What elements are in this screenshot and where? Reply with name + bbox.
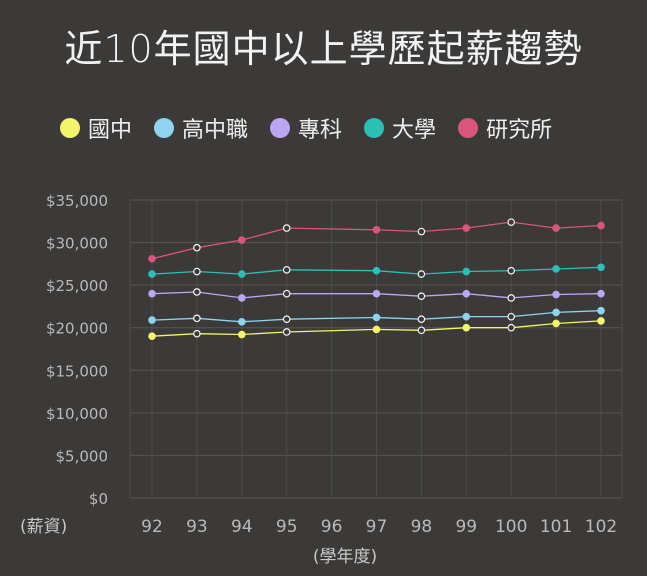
data-point (507, 323, 516, 332)
x-axis-label: (學年度) (313, 547, 377, 567)
x-tick-label: 96 (321, 517, 343, 537)
data-point (238, 236, 246, 244)
legend-swatch (364, 118, 385, 138)
data-point (238, 294, 246, 302)
x-tick-label: 102 (585, 517, 617, 537)
data-point (372, 289, 381, 298)
y-tick-label: $15,000 (46, 362, 108, 380)
data-point (193, 329, 201, 338)
legend-swatch (270, 118, 291, 138)
x-tick-label: 94 (231, 517, 253, 537)
legend-swatch (60, 118, 80, 138)
series-line (151, 320, 602, 337)
legend-label: 大學 (392, 118, 437, 143)
data-point (148, 270, 156, 278)
x-tick-label: 101 (540, 517, 572, 537)
data-point (597, 221, 605, 230)
data-point (507, 294, 516, 302)
data-point (552, 290, 560, 299)
chart-title: 近10年國中以上學歷起薪趨勢 (64, 27, 583, 71)
data-point (507, 218, 516, 226)
legend-swatch (458, 118, 479, 138)
data-point (507, 266, 516, 275)
series-line (151, 221, 602, 260)
data-point (507, 312, 516, 321)
y-tick-label: $35,000 (46, 192, 108, 210)
data-point (238, 270, 246, 278)
x-tick-label: 95 (276, 517, 298, 537)
y-tick-label: $10,000 (46, 405, 108, 423)
data-point (282, 266, 291, 274)
data-point (282, 315, 291, 324)
series-line (151, 266, 602, 275)
data-point (282, 224, 291, 232)
data-point (238, 330, 246, 339)
data-point (282, 289, 291, 298)
data-point (148, 254, 156, 263)
legend-item: 高中職 (154, 112, 248, 144)
data-point (462, 267, 471, 276)
data-point (462, 323, 471, 332)
data-point (417, 292, 426, 301)
data-point (552, 308, 560, 317)
legend-label: 國中 (88, 118, 133, 143)
data-point (238, 317, 246, 326)
data-point (552, 319, 560, 328)
data-point (597, 306, 605, 315)
data-point (193, 314, 201, 323)
series-line (151, 310, 602, 323)
x-tick-label: 99 (455, 517, 477, 537)
data-point (372, 313, 381, 322)
legend-item: 大學 (364, 112, 436, 144)
data-point (462, 224, 471, 232)
data-point (372, 325, 381, 334)
x-tick-label: 93 (186, 517, 208, 537)
y-tick-label: $20,000 (46, 320, 108, 338)
x-tick-label: 98 (411, 517, 433, 537)
data-point (193, 267, 201, 276)
legend-swatch (154, 118, 175, 138)
y-tick-label: $0 (89, 490, 108, 508)
x-tick-label: 97 (366, 517, 388, 537)
data-point (417, 326, 426, 335)
data-point (148, 289, 156, 298)
data-point (193, 243, 201, 252)
data-point (552, 224, 560, 232)
legend-label: 高中職 (182, 118, 249, 143)
data-point (282, 328, 291, 336)
data-point (372, 226, 381, 234)
data-point (552, 265, 560, 273)
legend-item: 研究所 (458, 112, 552, 144)
data-point (417, 315, 426, 324)
data-point (193, 288, 201, 296)
legend-label: 專科 (298, 118, 343, 143)
data-point (417, 270, 426, 278)
data-point (597, 289, 605, 298)
x-tick-label: 100 (495, 517, 527, 537)
legend-item: 國中 (60, 112, 132, 144)
series-line (151, 291, 602, 299)
x-tick-label: 92 (141, 517, 163, 537)
data-point (597, 317, 605, 325)
data-point (462, 289, 471, 298)
y-tick-label: $30,000 (46, 235, 108, 253)
y-axis-label: (薪資) (20, 517, 67, 537)
legend-label: 研究所 (486, 118, 553, 143)
data-point (462, 312, 471, 321)
legend-item: 專科 (270, 112, 342, 144)
data-point (148, 332, 156, 341)
data-point (148, 316, 156, 324)
y-tick-label: $5,000 (56, 447, 109, 465)
data-point (597, 263, 605, 272)
y-tick-label: $25,000 (46, 277, 108, 295)
data-point (372, 266, 381, 275)
legend: 國中 高中職 專科 大學 研究所 (60, 112, 574, 144)
data-point (417, 227, 426, 236)
